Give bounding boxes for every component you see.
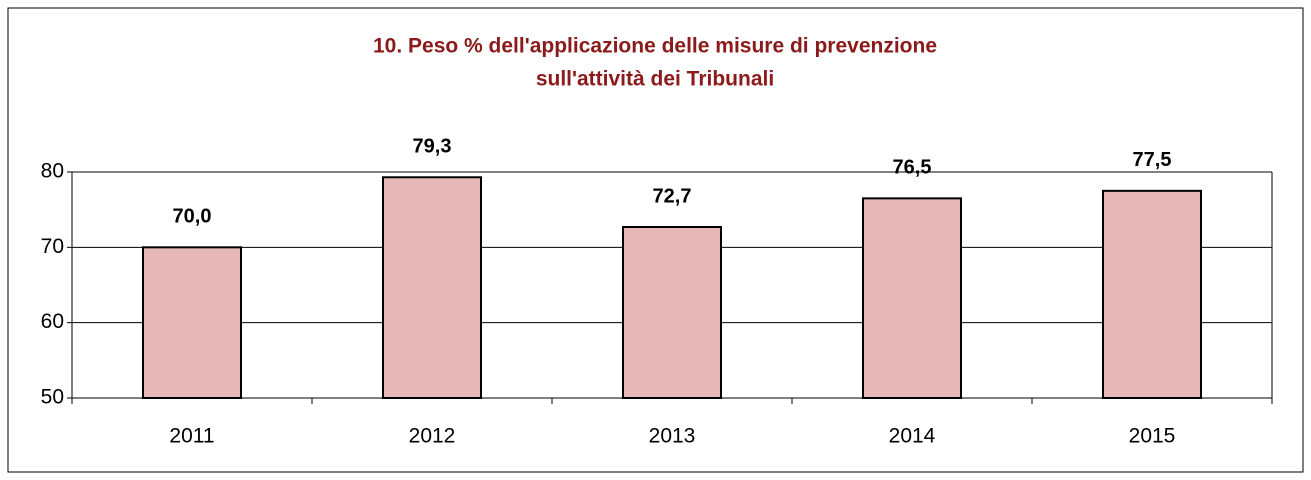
value-label: 72,7 [653,185,692,207]
y-tick-label: 70 [41,235,64,258]
y-tick-label: 60 [41,310,64,333]
value-label: 77,5 [1133,149,1172,171]
y-tick-label: 50 [41,386,64,409]
bar [862,197,962,399]
y-tick-label: 80 [41,160,64,183]
bar [142,246,242,399]
bar [382,176,482,399]
bar [1102,189,1202,399]
x-tick-label: 2015 [1129,425,1176,448]
x-tick-label: 2012 [409,425,456,448]
value-label: 70,0 [173,206,212,228]
x-tick-label: 2011 [169,425,214,448]
x-tick-label: 2014 [889,425,936,448]
value-label: 79,3 [413,136,452,158]
chart-title: sull'attività dei Tribunali [536,68,774,91]
chart-title: 10. Peso % dell'applicazione delle misur… [373,35,937,58]
bar [622,225,722,399]
x-tick-label: 2013 [649,425,696,448]
value-label: 76,5 [893,157,932,179]
